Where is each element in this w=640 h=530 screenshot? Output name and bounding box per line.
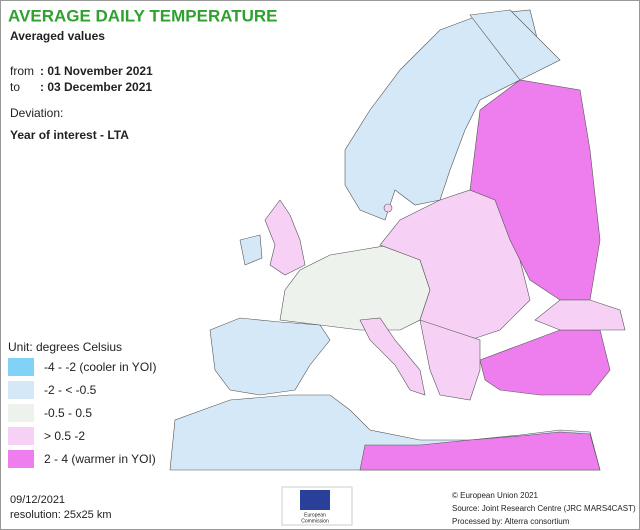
africa-warm <box>359 431 601 471</box>
iberia <box>209 317 331 396</box>
legend-swatch <box>8 358 34 376</box>
from-label: from <box>10 64 34 78</box>
legend-swatch <box>8 381 34 399</box>
logo-line: Commission <box>301 518 329 524</box>
from-value: : 01 November 2021 <box>40 64 153 78</box>
source: Source: Joint Research Centre (JRC MARS4… <box>452 504 636 513</box>
processed: Processed by: Alterra consortium <box>452 517 570 526</box>
turkey <box>479 329 611 396</box>
legend-label: -4 - -2 (cooler in YOI) <box>44 360 156 374</box>
legend: -4 - -2 (cooler in YOI) -2 - < -0.5 -0.5 -… <box>8 358 156 468</box>
ireland <box>239 234 263 266</box>
resolution: resolution: 25x25 km <box>10 509 112 521</box>
great-britain <box>264 199 306 276</box>
legend-swatch <box>8 404 34 422</box>
map <box>169 9 626 471</box>
eu-logo: European Commission <box>281 486 353 526</box>
eastern-europe <box>379 189 531 346</box>
deviation-value: Year of interest - LTA <box>10 128 129 142</box>
subtitle: Averaged values <box>10 29 105 43</box>
caucasus <box>534 299 626 331</box>
balkans <box>419 319 481 401</box>
eu-flag <box>300 490 330 510</box>
to-label: to <box>10 80 20 94</box>
deviation-label: Deviation: <box>10 106 63 120</box>
logo-line: European <box>304 512 326 518</box>
kola <box>469 9 561 81</box>
legend-label: -0.5 - 0.5 <box>44 406 92 420</box>
legend-label: -2 - < -0.5 <box>44 383 97 397</box>
copyright: © European Union 2021 <box>452 491 539 500</box>
russia <box>469 79 601 301</box>
date: 09/12/2021 <box>10 494 65 506</box>
island <box>383 203 393 213</box>
italy <box>359 317 426 396</box>
legend-label: > 0.5 -2 <box>44 429 85 443</box>
to-value: : 03 December 2021 <box>40 80 152 94</box>
title: AVERAGE DAILY TEMPERATURE <box>8 6 278 25</box>
legend-label: 2 - 4 (warmer in YOI) <box>44 452 156 466</box>
legend-unit: Unit: degrees Celsius <box>8 340 122 354</box>
legend-swatch <box>8 427 34 445</box>
legend-swatch <box>8 450 34 468</box>
